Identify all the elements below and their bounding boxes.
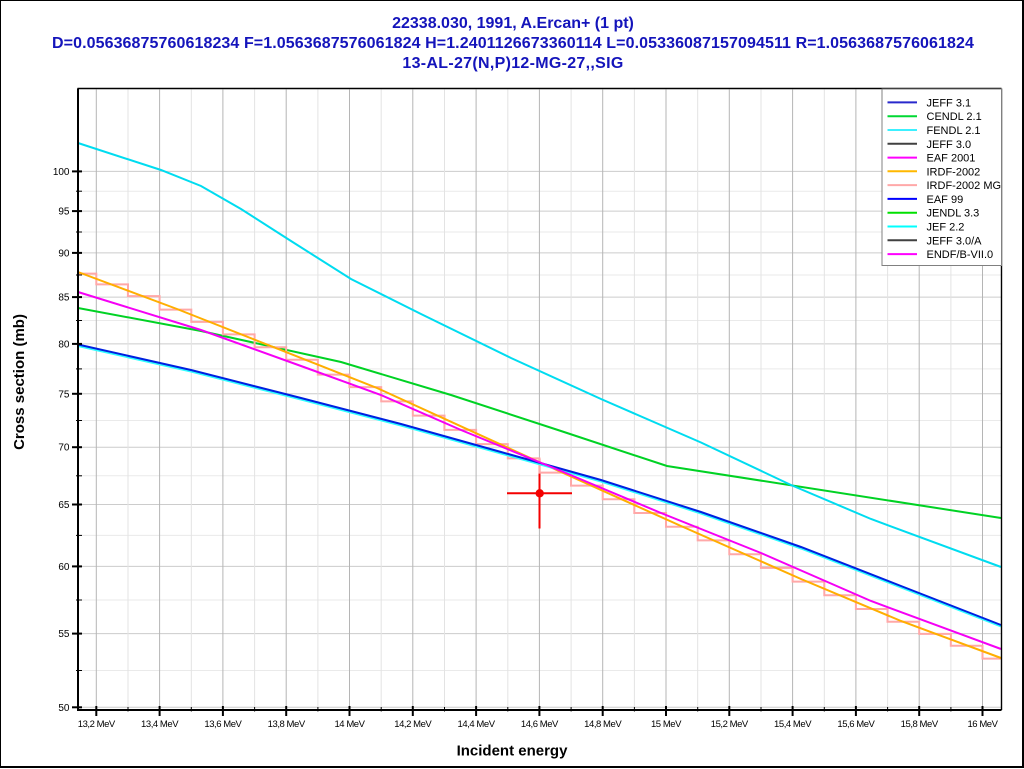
svg-text:JEFF 3.0/A: JEFF 3.0/A [927, 235, 983, 247]
svg-text:14 MeV: 14 MeV [334, 719, 365, 730]
svg-text:EAF 2001: EAF 2001 [927, 153, 976, 165]
svg-text:13,2 MeV: 13,2 MeV [78, 719, 116, 730]
svg-text:65: 65 [58, 500, 70, 511]
svg-text:60: 60 [58, 562, 70, 573]
svg-text:16 MeV: 16 MeV [967, 719, 998, 730]
svg-text:JEF 2.2: JEF 2.2 [927, 222, 965, 234]
svg-text:IRDF-2002: IRDF-2002 [927, 166, 981, 178]
svg-text:80: 80 [58, 339, 70, 350]
svg-text:50: 50 [58, 703, 70, 714]
svg-text:75: 75 [58, 389, 70, 400]
svg-text:EAF 99: EAF 99 [927, 194, 964, 206]
svg-text:14,4 MeV: 14,4 MeV [458, 719, 496, 730]
svg-text:14,8 MeV: 14,8 MeV [584, 719, 622, 730]
svg-text:55: 55 [58, 629, 70, 640]
svg-text:15,6 MeV: 15,6 MeV [837, 719, 875, 730]
svg-text:85: 85 [58, 293, 70, 304]
svg-text:14,6 MeV: 14,6 MeV [521, 719, 559, 730]
svg-text:JENDL 3.3: JENDL 3.3 [927, 208, 980, 220]
svg-text:FENDL 2.1: FENDL 2.1 [927, 125, 981, 137]
svg-text:70: 70 [58, 443, 70, 454]
svg-text:IRDF-2002 MG: IRDF-2002 MG [927, 180, 1002, 192]
svg-text:15,2 MeV: 15,2 MeV [711, 719, 749, 730]
svg-text:CENDL 2.1: CENDL 2.1 [927, 111, 982, 123]
svg-text:15,8 MeV: 15,8 MeV [901, 719, 939, 730]
svg-text:JEFF 3.0: JEFF 3.0 [927, 139, 972, 151]
svg-text:Incident energy: Incident energy [457, 743, 569, 760]
svg-text:90: 90 [58, 248, 70, 259]
svg-text:100: 100 [53, 167, 70, 178]
svg-text:13,4 MeV: 13,4 MeV [141, 719, 179, 730]
svg-text:15 MeV: 15 MeV [651, 719, 682, 730]
svg-text:13,8 MeV: 13,8 MeV [268, 719, 306, 730]
svg-text:Cross section (mb): Cross section (mb) [11, 314, 28, 450]
svg-text:ENDF/B-VII.0: ENDF/B-VII.0 [927, 249, 994, 261]
svg-text:95: 95 [58, 207, 70, 218]
svg-text:15,4 MeV: 15,4 MeV [774, 719, 812, 730]
svg-text:14,2 MeV: 14,2 MeV [394, 719, 432, 730]
svg-text:JEFF 3.1: JEFF 3.1 [927, 97, 972, 109]
svg-text:13,6 MeV: 13,6 MeV [204, 719, 242, 730]
